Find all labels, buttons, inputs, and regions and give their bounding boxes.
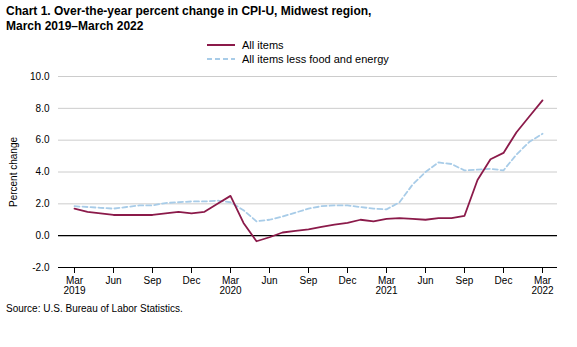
svg-text:Dec: Dec	[183, 275, 201, 286]
svg-text:4.0: 4.0	[36, 166, 50, 177]
svg-text:Sep: Sep	[144, 275, 162, 286]
svg-text:Mar2020: Mar2020	[219, 275, 242, 296]
html-text:Chart 1. Over-the-year percent: Chart 1. Over-the-year percent change in…	[6, 4, 372, 33]
svg-text:Jun: Jun	[261, 275, 277, 286]
svg-text:Mar2021: Mar2021	[375, 275, 398, 296]
svg-text:Sep: Sep	[300, 275, 318, 286]
svg-text:Jun: Jun	[417, 275, 433, 286]
svg-text:2.0: 2.0	[36, 198, 50, 209]
svg-text:10.0: 10.0	[30, 71, 50, 82]
svg-text:Dec: Dec	[339, 275, 357, 286]
svg-text:Dec: Dec	[495, 275, 513, 286]
svg-text:6.0: 6.0	[36, 134, 50, 145]
svg-text:Percent change: Percent change	[8, 137, 19, 207]
svg-text:Mar2022: Mar2022	[531, 275, 554, 296]
svg-text:-2.0: -2.0	[32, 262, 50, 273]
svg-text:Mar2019: Mar2019	[63, 275, 86, 296]
html-text:All items less food and energy: All items less food and energy	[242, 53, 389, 65]
svg-text:Jun: Jun	[105, 275, 121, 286]
svg-text:8.0: 8.0	[36, 103, 50, 114]
html-text:Source: U.S. Bureau of Labor S: Source: U.S. Bureau of Labor Statistics.	[6, 303, 183, 314]
html-text:All items: All items	[242, 39, 284, 51]
svg-text:Sep: Sep	[456, 275, 474, 286]
svg-text:0.0: 0.0	[36, 230, 50, 241]
